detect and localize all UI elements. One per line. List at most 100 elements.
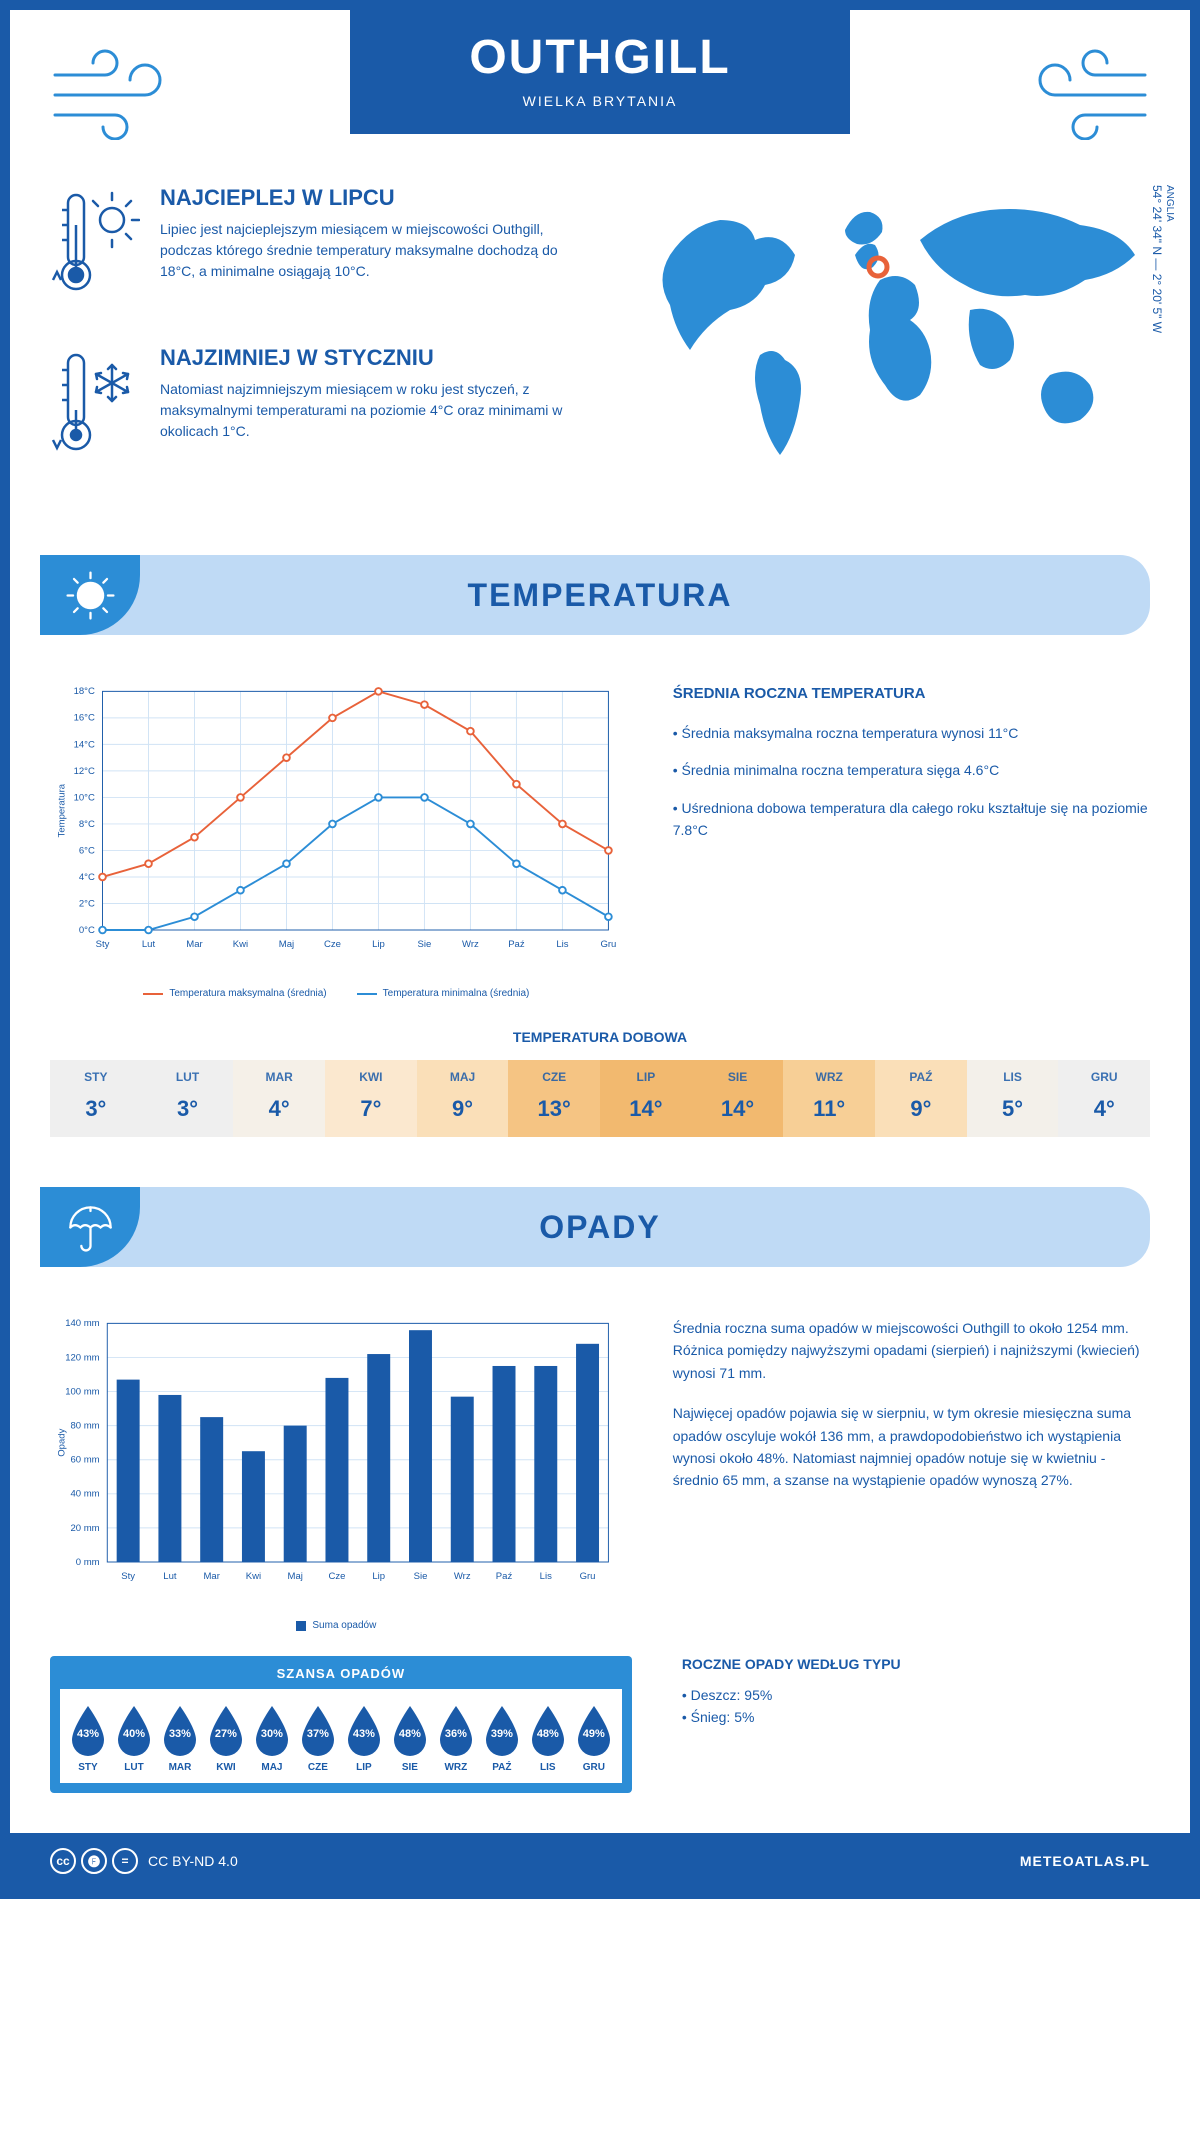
warmest-title: NAJCIEPLEJ W LIPCU: [160, 185, 590, 211]
heat-cell: PAŹ9°: [875, 1060, 967, 1137]
umbrella-icon: [40, 1187, 140, 1267]
heat-cell: MAR4°: [233, 1060, 325, 1137]
typu-heading: ROCZNE OPADY WEDŁUG TYPU: [682, 1656, 1150, 1672]
thermometer-snow-icon: [50, 345, 140, 470]
svg-text:Mar: Mar: [186, 939, 203, 950]
svg-text:Cze: Cze: [324, 939, 341, 950]
svg-text:Lis: Lis: [556, 939, 568, 950]
precipitation-type: ROCZNE OPADY WEDŁUG TYPU • Deszcz: 95% •…: [682, 1656, 1150, 1729]
heat-cell: WRZ11°: [783, 1060, 875, 1137]
svg-text:10°C: 10°C: [74, 792, 95, 803]
thermometer-sun-icon: [50, 185, 140, 310]
svg-text:80 mm: 80 mm: [70, 1420, 99, 1431]
precipitation-bar-chart: 0 mm20 mm40 mm60 mm80 mm100 mm120 mm140 …: [50, 1307, 623, 1631]
temperature-section-header: TEMPERATURA: [40, 555, 1150, 635]
warmest-blurb: NAJCIEPLEJ W LIPCU Lipiec jest najcieple…: [50, 185, 590, 310]
drop-cell: 43%LIP: [341, 1704, 387, 1773]
world-map: ANGLIA 54° 24' 34" N — 2° 20' 5" W: [630, 185, 1150, 505]
svg-text:6°C: 6°C: [79, 845, 95, 856]
wind-icon-left: [50, 10, 210, 145]
heat-cell: CZE13°: [508, 1060, 600, 1137]
svg-text:Maj: Maj: [288, 1571, 303, 1582]
svg-text:Sty: Sty: [121, 1571, 135, 1582]
svg-text:Sty: Sty: [96, 939, 110, 950]
svg-text:60 mm: 60 mm: [70, 1455, 99, 1466]
svg-text:18°C: 18°C: [74, 686, 95, 697]
coldest-text: Natomiast najzimniejszym miesiącem w rok…: [160, 379, 590, 442]
svg-text:Sie: Sie: [414, 1571, 428, 1582]
drop-cell: 27%KWI: [203, 1704, 249, 1773]
coldest-title: NAJZIMNIEJ W STYCZNIU: [160, 345, 590, 371]
svg-text:Maj: Maj: [279, 939, 294, 950]
sun-icon: [40, 555, 140, 635]
drop-cell: 37%CZE: [295, 1704, 341, 1773]
region-label: ANGLIA: [1164, 185, 1175, 323]
svg-text:20 mm: 20 mm: [70, 1523, 99, 1534]
drop-cell: 49%GRU: [571, 1704, 617, 1773]
svg-text:Kwi: Kwi: [233, 939, 248, 950]
heat-cell: KWI7°: [325, 1060, 417, 1137]
temperature-line-chart: 0°C2°C4°C6°C8°C10°C12°C14°C16°C18°CStyLu…: [50, 675, 623, 999]
drop-cell: 43%STY: [65, 1704, 111, 1773]
svg-text:Paź: Paź: [496, 1571, 513, 1582]
typu-bullet-2: • Śnieg: 5%: [682, 1706, 1150, 1728]
drop-cell: 39%PAŹ: [479, 1704, 525, 1773]
svg-text:Paź: Paź: [508, 939, 525, 950]
footer: cc 🅔 = CC BY-ND 4.0 METEOATLAS.PL: [10, 1833, 1190, 1889]
daily-temp-heatmap: STY3°LUT3°MAR4°KWI7°MAJ9°CZE13°LIP14°SIE…: [50, 1060, 1150, 1137]
page-subtitle: WIELKA BRYTANIA: [430, 93, 770, 109]
coords-text: 54° 24' 34" N — 2° 20' 5" W: [1150, 185, 1164, 333]
svg-text:14°C: 14°C: [74, 739, 95, 750]
svg-text:Wrz: Wrz: [454, 1571, 471, 1582]
typu-bullet-1: • Deszcz: 95%: [682, 1684, 1150, 1706]
avg-temp-bullet-3: • Uśredniona dobowa temperatura dla całe…: [673, 797, 1150, 842]
svg-text:Lut: Lut: [142, 939, 156, 950]
warmest-text: Lipiec jest najcieplejszym miesiącem w m…: [160, 219, 590, 282]
drop-cell: 30%MAJ: [249, 1704, 295, 1773]
svg-text:2°C: 2°C: [79, 898, 95, 909]
by-icon: 🅔: [81, 1848, 107, 1874]
temp-chart-legend: Temperatura maksymalna (średnia) Tempera…: [50, 988, 623, 999]
heat-cell: GRU4°: [1058, 1060, 1150, 1137]
svg-text:0 mm: 0 mm: [76, 1557, 100, 1568]
svg-text:Wrz: Wrz: [462, 939, 479, 950]
cc-icons: cc 🅔 =: [50, 1848, 138, 1874]
header: OUTHGILL WIELKA BRYTANIA: [50, 10, 1150, 145]
coordinates: ANGLIA 54° 24' 34" N — 2° 20' 5" W: [1150, 185, 1175, 333]
svg-text:Gru: Gru: [600, 939, 616, 950]
svg-text:Sie: Sie: [418, 939, 432, 950]
opady-heading: OPADY: [50, 1209, 1150, 1246]
drop-cell: 33%MAR: [157, 1704, 203, 1773]
svg-text:40 mm: 40 mm: [70, 1489, 99, 1500]
precipitation-summary: Średnia roczna suma opadów w miejscowośc…: [673, 1307, 1150, 1631]
svg-text:Lip: Lip: [372, 1571, 385, 1582]
license-text: CC BY-ND 4.0: [148, 1853, 238, 1869]
wind-icon-right: [990, 10, 1150, 145]
top-info: NAJCIEPLEJ W LIPCU Lipiec jest najcieple…: [50, 185, 1150, 505]
cc-icon: cc: [50, 1848, 76, 1874]
svg-text:16°C: 16°C: [74, 713, 95, 724]
svg-text:100 mm: 100 mm: [65, 1386, 99, 1397]
opady-section-header: OPADY: [40, 1187, 1150, 1267]
svg-text:Gru: Gru: [580, 1571, 596, 1582]
drop-cell: 48%SIE: [387, 1704, 433, 1773]
svg-text:Kwi: Kwi: [246, 1571, 261, 1582]
daily-temp-title: TEMPERATURA DOBOWA: [50, 1029, 1150, 1045]
coldest-blurb: NAJZIMNIEJ W STYCZNIU Natomiast najzimni…: [50, 345, 590, 470]
heat-cell: LIS5°: [967, 1060, 1059, 1137]
svg-text:0°C: 0°C: [79, 925, 95, 936]
avg-temp-bullet-1: • Średnia maksymalna roczna temperatura …: [673, 722, 1150, 744]
svg-text:Opady: Opady: [56, 1428, 67, 1456]
avg-temp-bullet-2: • Średnia minimalna roczna temperatura s…: [673, 759, 1150, 781]
opady-p2: Najwięcej opadów pojawia się w sierpniu,…: [673, 1402, 1150, 1492]
heat-cell: SIE14°: [692, 1060, 784, 1137]
avg-temp-heading: ŚREDNIA ROCZNA TEMPERATURA: [673, 685, 1150, 702]
page-title: OUTHGILL: [430, 30, 770, 85]
precipitation-chance-box: SZANSA OPADÓW 43%STY40%LUT33%MAR27%KWI30…: [50, 1656, 632, 1793]
opady-chart-legend: Suma opadów: [50, 1620, 623, 1631]
chance-title: SZANSA OPADÓW: [60, 1656, 622, 1689]
brand: METEOATLAS.PL: [1020, 1853, 1150, 1869]
drop-cell: 40%LUT: [111, 1704, 157, 1773]
svg-text:12°C: 12°C: [74, 766, 95, 777]
svg-text:4°C: 4°C: [79, 872, 95, 883]
